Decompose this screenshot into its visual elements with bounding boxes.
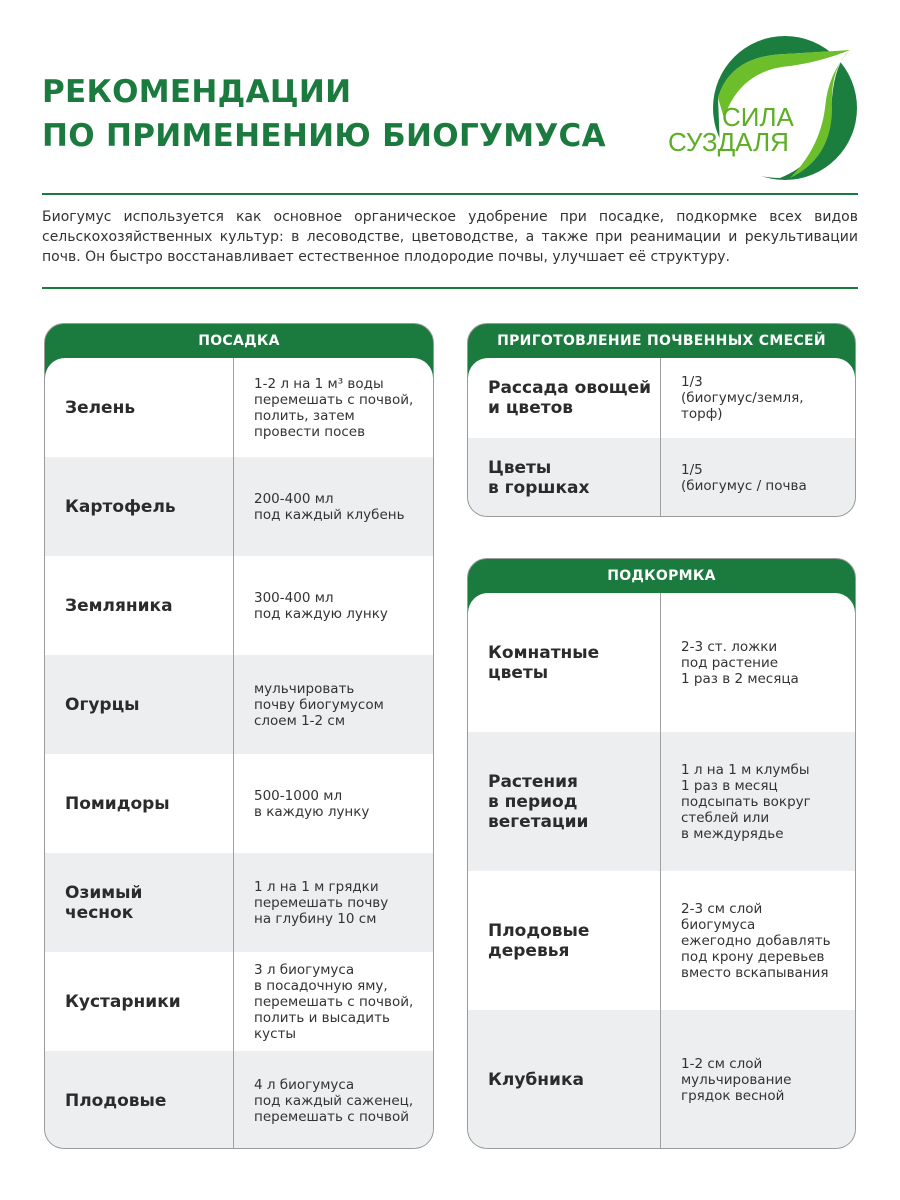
row-name: Кустарники (45, 952, 234, 1051)
title-line-2: ПО ПРИМЕНЕНИЮ БИОГУМУСА (42, 118, 606, 154)
row-value: 2-3 см слой биогумуса ежегодно добавлять… (681, 900, 831, 981)
mixes-header: ПРИГОТОВЛЕНИЕ ПОЧВЕННЫХ СМЕСЕЙ (497, 333, 826, 349)
divider-top (42, 193, 858, 195)
table-row: Огурцы мульчировать почву биогумусом слое… (45, 655, 433, 754)
planting-card: ПОСАДКА Зелень 1-2 л на 1 м³ воды перемеш… (44, 323, 434, 1149)
row-name: Клубника (468, 1010, 661, 1148)
svg-text:СУЗДАЛЯ: СУЗДАЛЯ (668, 127, 789, 157)
table-row: Зелень 1-2 л на 1 м³ воды перемешать с по… (45, 358, 433, 457)
row-value: 1/5 (биогумус / почва (681, 462, 807, 494)
feeding-header: ПОДКОРМКА (607, 568, 716, 584)
table-row: Плодовые деревья 2-3 см слой биогумуса еж… (468, 871, 855, 1010)
table-row: Цветы в горшках 1/5 (биогумус / почва (468, 438, 855, 516)
row-value: 1-2 см слой мульчирование грядок весной (681, 1055, 792, 1104)
mixes-card: ПРИГОТОВЛЕНИЕ ПОЧВЕННЫХ СМЕСЕЙ Рассада о… (467, 323, 856, 517)
row-value: 4 л биогумуса под каждый саженец, переме… (254, 1076, 414, 1125)
table-row: Клубника 1-2 см слой мульчирование грядок… (468, 1010, 855, 1148)
feeding-table: Комнатные цветы 2-3 ст. ложки под растени… (468, 593, 855, 1148)
table-row: Кустарники 3 л биогумуса в посадочную яму… (45, 952, 433, 1051)
row-name: Плодовые деревья (468, 871, 661, 1010)
row-name: Растения в период вегетации (468, 732, 661, 871)
row-value: 300-400 мл под каждую лунку (254, 589, 388, 622)
row-value: 3 л биогумуса в посадочную яму, перемеша… (254, 961, 414, 1042)
feeding-card: ПОДКОРМКА Комнатные цветы 2-3 ст. ложки п… (467, 558, 856, 1149)
row-value: 500-1000 мл в каждую лунку (254, 787, 370, 820)
sila-suzdalya-logo: СИЛА СУЗДАЛЯ (668, 36, 857, 180)
row-name: Земляника (45, 556, 234, 655)
row-name: Цветы в горшках (468, 438, 661, 516)
row-value: 200-400 мл под каждый клубень (254, 490, 405, 523)
row-value: 1 л на 1 м клумбы 1 раз в месяц подсыпат… (681, 761, 811, 842)
row-name: Огурцы (45, 655, 234, 754)
table-row: Картофель 200-400 мл под каждый клубень (45, 457, 433, 556)
table-row: Озимый чеснок 1 л на 1 м грядки перемешат… (45, 853, 433, 952)
table-row: Растения в период вегетации 1 л на 1 м кл… (468, 732, 855, 871)
row-name: Плодовые (45, 1051, 234, 1148)
row-name: Озимый чеснок (45, 853, 234, 952)
table-row: Рассада овощей и цветов 1/3 (биогумус/зем… (468, 358, 855, 438)
row-name: Рассада овощей и цветов (468, 358, 661, 438)
table-row: Плодовые 4 л биогумуса под каждый саженец… (45, 1051, 433, 1148)
planting-header: ПОСАДКА (198, 333, 280, 349)
table-row: Комнатные цветы 2-3 ст. ложки под растени… (468, 593, 855, 732)
row-name: Помидоры (45, 754, 234, 853)
mixes-table: Рассада овощей и цветов 1/3 (биогумус/зем… (468, 358, 855, 516)
page-title: РЕКОМЕНДАЦИИ ПО ПРИМЕНЕНИЮ БИОГУМУСА (42, 70, 606, 158)
table-row: Помидоры 500-1000 мл в каждую лунку (45, 754, 433, 853)
row-value: 1-2 л на 1 м³ воды перемешать с почвой, … (254, 375, 414, 440)
row-name: Зелень (45, 358, 234, 457)
divider-bottom (42, 287, 858, 289)
row-value: 2-3 ст. ложки под растение 1 раз в 2 мес… (681, 638, 799, 687)
row-value: 1 л на 1 м грядки перемешать почву на гл… (254, 878, 389, 927)
row-value: 1/3 (биогумус/земля, торф) (681, 374, 804, 422)
planting-table: Зелень 1-2 л на 1 м³ воды перемешать с по… (45, 358, 433, 1148)
svg-text:СИЛА: СИЛА (722, 102, 795, 132)
table-row: Земляника 300-400 мл под каждую лунку (45, 556, 433, 655)
title-line-1: РЕКОМЕНДАЦИИ (42, 74, 352, 110)
intro-text: Биогумус используется как основное орган… (42, 209, 858, 265)
row-name: Комнатные цветы (468, 593, 661, 732)
row-value: мульчировать почву биогумусом слоем 1-2 … (254, 680, 384, 729)
row-name: Картофель (45, 457, 234, 556)
